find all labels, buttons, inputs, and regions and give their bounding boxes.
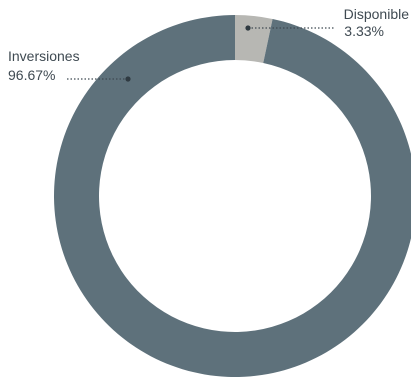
slice-inversiones	[54, 15, 411, 377]
slice-disponible	[235, 15, 273, 63]
slices-layer	[54, 15, 411, 377]
slice-value-inversiones: 96.67%	[8, 67, 55, 83]
slice-label-inversiones: Inversiones	[8, 48, 80, 64]
leader-dot-disponible	[245, 25, 251, 31]
leader-dot-inversiones	[125, 76, 131, 82]
slice-label-disponible: Disponible	[344, 6, 410, 22]
leader-lines-layer	[67, 25, 334, 82]
slice-value-disponible: 3.33%	[344, 23, 384, 39]
